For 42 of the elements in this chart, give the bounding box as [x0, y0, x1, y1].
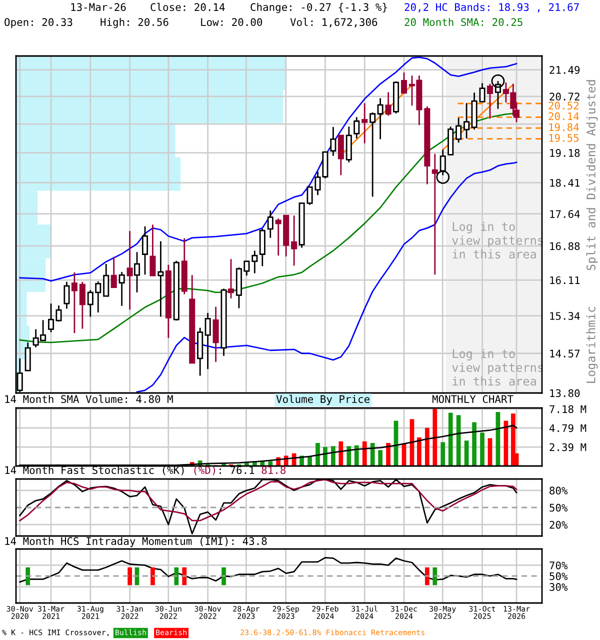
y-tick-label: 18.41 [550, 178, 580, 187]
text: 20 Month SMA: 20.25 [404, 18, 522, 26]
y-tick-label: 16.88 [550, 242, 580, 250]
y-tick-label: 30% [550, 583, 568, 591]
ref-line-label: 19.84 [549, 123, 579, 132]
y-tick-label: 2.39 M [550, 443, 586, 452]
y-tick-label: 20.72 [550, 92, 580, 101]
y-tick-label: 16.11 [550, 276, 580, 284]
text: Volume By Price [276, 394, 370, 406]
text: (%K) [162, 466, 184, 476]
y-tick-label: 50% [550, 572, 568, 580]
text: 81.8 [262, 466, 286, 474]
text: Logarithmic [586, 306, 598, 383]
y-axis-title: Split and Dividend Adjusted [586, 80, 598, 270]
text: (%D) [194, 466, 216, 476]
y-tick-label: 80% [550, 486, 568, 495]
text: Open: 20.33 [4, 18, 72, 28]
ref-line-label: 19.55 [549, 134, 579, 142]
text: Close: 20.14 [150, 2, 225, 12]
y-tick-label: 50% [550, 504, 568, 512]
y-tick-label: 21.49 [550, 66, 580, 74]
y-tick-label: 19.18 [550, 149, 580, 157]
y-tick-label: 4.79 M [549, 424, 586, 432]
chart-title: 14 Month Fast Stochastic [5, 466, 154, 474]
text: Vol: 1,672,306 [290, 18, 378, 28]
text: 13-Mar-26 [71, 3, 126, 12]
text: 14 Month SMA Volume: 4.80 M [5, 394, 173, 404]
y-tick-label: 15.34 [550, 312, 580, 320]
text: High: 20.56 [100, 18, 168, 28]
text: Change: -0.27 {-1.3 %} [250, 2, 387, 14]
y-tick-label: 7.18 M [550, 405, 586, 414]
ref-line-label: 20.52 [548, 102, 578, 110]
ref-line-label: 20.14 [548, 112, 579, 120]
y-tick-label: 17.64 [550, 210, 580, 218]
y-tick-label: 20% [550, 520, 568, 529]
text: 20,2 HC Bands: 18.93 , 21.67 [404, 2, 579, 12]
y-tick-label: 70% [550, 561, 568, 570]
y-tick-label: 13.80 [550, 389, 580, 398]
text: MONTHLY CHART [432, 395, 514, 404]
text: Low: 20.00 [201, 18, 262, 26]
y-tick-label: 14.57 [550, 350, 580, 358]
chart-title: 14 Month HCS Intraday Momentum (IMI): 43.8 [5, 536, 267, 548]
